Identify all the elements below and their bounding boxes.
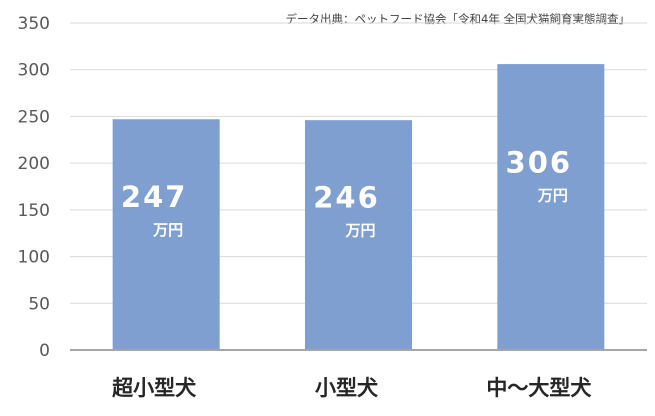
y-tick-label: 150 <box>18 201 50 221</box>
data-label: 247 <box>121 180 188 214</box>
data-unit-label: 万円 <box>344 222 375 240</box>
data-unit-label: 万円 <box>537 187 568 205</box>
category-labels: 超小型犬 小型犬 中～大型犬 <box>112 376 592 400</box>
y-tick-label: 350 <box>18 14 50 34</box>
y-tick-label: 0 <box>39 341 50 361</box>
y-tick-label: 250 <box>18 107 50 127</box>
y-axis-ticks: 0 50 100 150 200 250 300 350 <box>18 14 50 361</box>
data-label: 306 <box>506 146 573 180</box>
bar <box>305 120 412 350</box>
value-labels: 247 万円 246 万円 306 万円 <box>121 146 573 240</box>
y-tick-label: 100 <box>18 248 50 268</box>
bar <box>497 64 605 350</box>
category-label: 中～大型犬 <box>486 376 592 400</box>
bars <box>112 64 605 350</box>
y-tick-label: 200 <box>18 154 50 174</box>
data-label: 246 <box>313 181 380 215</box>
y-tick-label: 50 <box>28 294 50 314</box>
bar <box>112 119 220 350</box>
y-tick-label: 300 <box>18 61 50 81</box>
category-label: 小型犬 <box>315 376 379 400</box>
source-note: データ出典：ペットフード協会「令和4年 全国犬猫飼育実態調査」 <box>286 12 630 26</box>
data-unit-label: 万円 <box>152 221 183 239</box>
category-label: 超小型犬 <box>112 376 197 400</box>
